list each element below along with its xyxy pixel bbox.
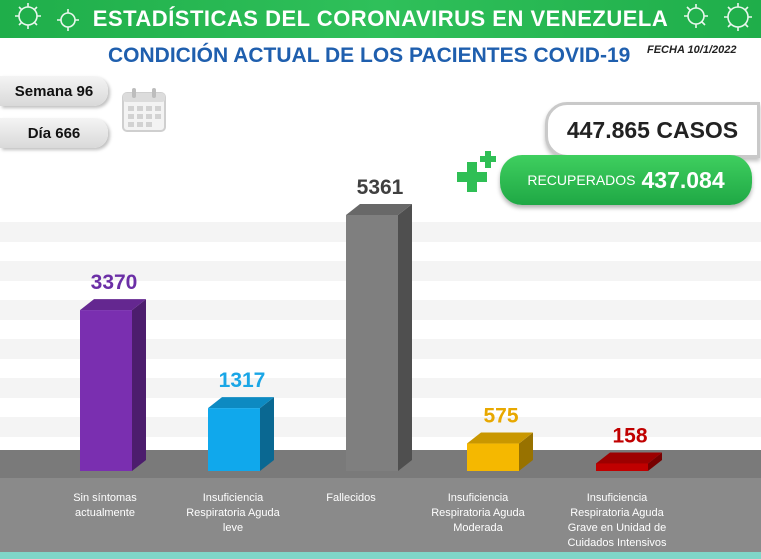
bar-top bbox=[346, 204, 412, 215]
category-label-line: Insuficiencia bbox=[447, 492, 509, 504]
week-badge: Semana 96 bbox=[0, 76, 108, 106]
day-badge: Día 666 bbox=[0, 118, 108, 148]
data-label: 5361 bbox=[357, 176, 404, 199]
category-label-line: Respiratoria Aguda bbox=[186, 507, 280, 519]
bar-top bbox=[80, 299, 146, 311]
bottom-strip bbox=[0, 552, 761, 559]
bar-front bbox=[208, 408, 260, 471]
category-label-line: Fallecidos bbox=[326, 492, 376, 504]
virus-icon bbox=[15, 3, 79, 31]
data-label: 3370 bbox=[91, 271, 138, 294]
data-label: 158 bbox=[612, 424, 647, 447]
category-label-line: Sin síntomas bbox=[73, 492, 137, 504]
bar-front bbox=[596, 463, 648, 471]
bar-top bbox=[208, 397, 274, 409]
total-cases-box: 447.865 CASOS bbox=[545, 102, 760, 158]
bar-side bbox=[648, 452, 662, 471]
category-label-line: Grave en Unidad de bbox=[567, 522, 667, 534]
bar-side bbox=[260, 397, 274, 471]
bar-side bbox=[519, 432, 533, 471]
banner-title: ESTADÍSTICAS DEL CORONAVIRUS EN VENEZUEL… bbox=[92, 6, 669, 31]
data-label: 575 bbox=[483, 405, 518, 428]
bar bbox=[467, 432, 533, 471]
category-label-line: Cuidados Intensivos bbox=[567, 537, 667, 549]
virus-icon bbox=[684, 3, 752, 31]
category-label: Insuficiencia Respiratoria Aguda Moderada bbox=[422, 491, 534, 536]
category-label: Fallecidos bbox=[295, 491, 407, 506]
bar-side bbox=[398, 204, 412, 471]
category-band bbox=[0, 478, 761, 552]
category-label-line: Respiratoria Aguda bbox=[570, 507, 664, 519]
category-label: Insuficiencia Respiratoria Aguda Grave en … bbox=[561, 491, 673, 551]
bar-front bbox=[346, 215, 398, 471]
category-label-line: Insuficiencia bbox=[586, 492, 648, 504]
bar-top bbox=[467, 432, 533, 444]
plus-icon bbox=[457, 151, 496, 192]
category-label-line: actualmente bbox=[75, 507, 135, 519]
page-subtitle: CONDICIÓN ACTUAL DE LOS PACIENTES COVID-… bbox=[108, 44, 631, 67]
bar-side bbox=[132, 299, 146, 471]
bar bbox=[596, 452, 662, 471]
category-label-line: leve bbox=[222, 522, 244, 534]
calendar-icon bbox=[122, 88, 166, 132]
category-label-line: Respiratoria Aguda bbox=[431, 507, 525, 519]
top-banner: ESTADÍSTICAS DEL CORONAVIRUS EN VENEZUEL… bbox=[0, 0, 761, 38]
recovered-box: RECUPERADOS 437.084 bbox=[500, 155, 752, 205]
bar bbox=[346, 204, 412, 471]
bar bbox=[208, 397, 274, 471]
recovered-value: 437.084 bbox=[641, 166, 725, 193]
category-label: Sin síntomas actualmente bbox=[49, 491, 161, 521]
category-label: Insuficiencia Respiratoria Aguda leve bbox=[177, 491, 289, 536]
bar-front bbox=[80, 310, 132, 471]
category-label-line: Insuficiencia bbox=[202, 492, 264, 504]
data-label: 1317 bbox=[219, 369, 266, 392]
recovered-label: RECUPERADOS bbox=[527, 172, 636, 188]
bar bbox=[80, 299, 146, 471]
date-label: FECHA 10/1/2022 bbox=[647, 44, 737, 56]
bar-top bbox=[596, 452, 662, 464]
bar-front bbox=[467, 443, 519, 471]
category-label-line: Moderada bbox=[453, 522, 503, 534]
